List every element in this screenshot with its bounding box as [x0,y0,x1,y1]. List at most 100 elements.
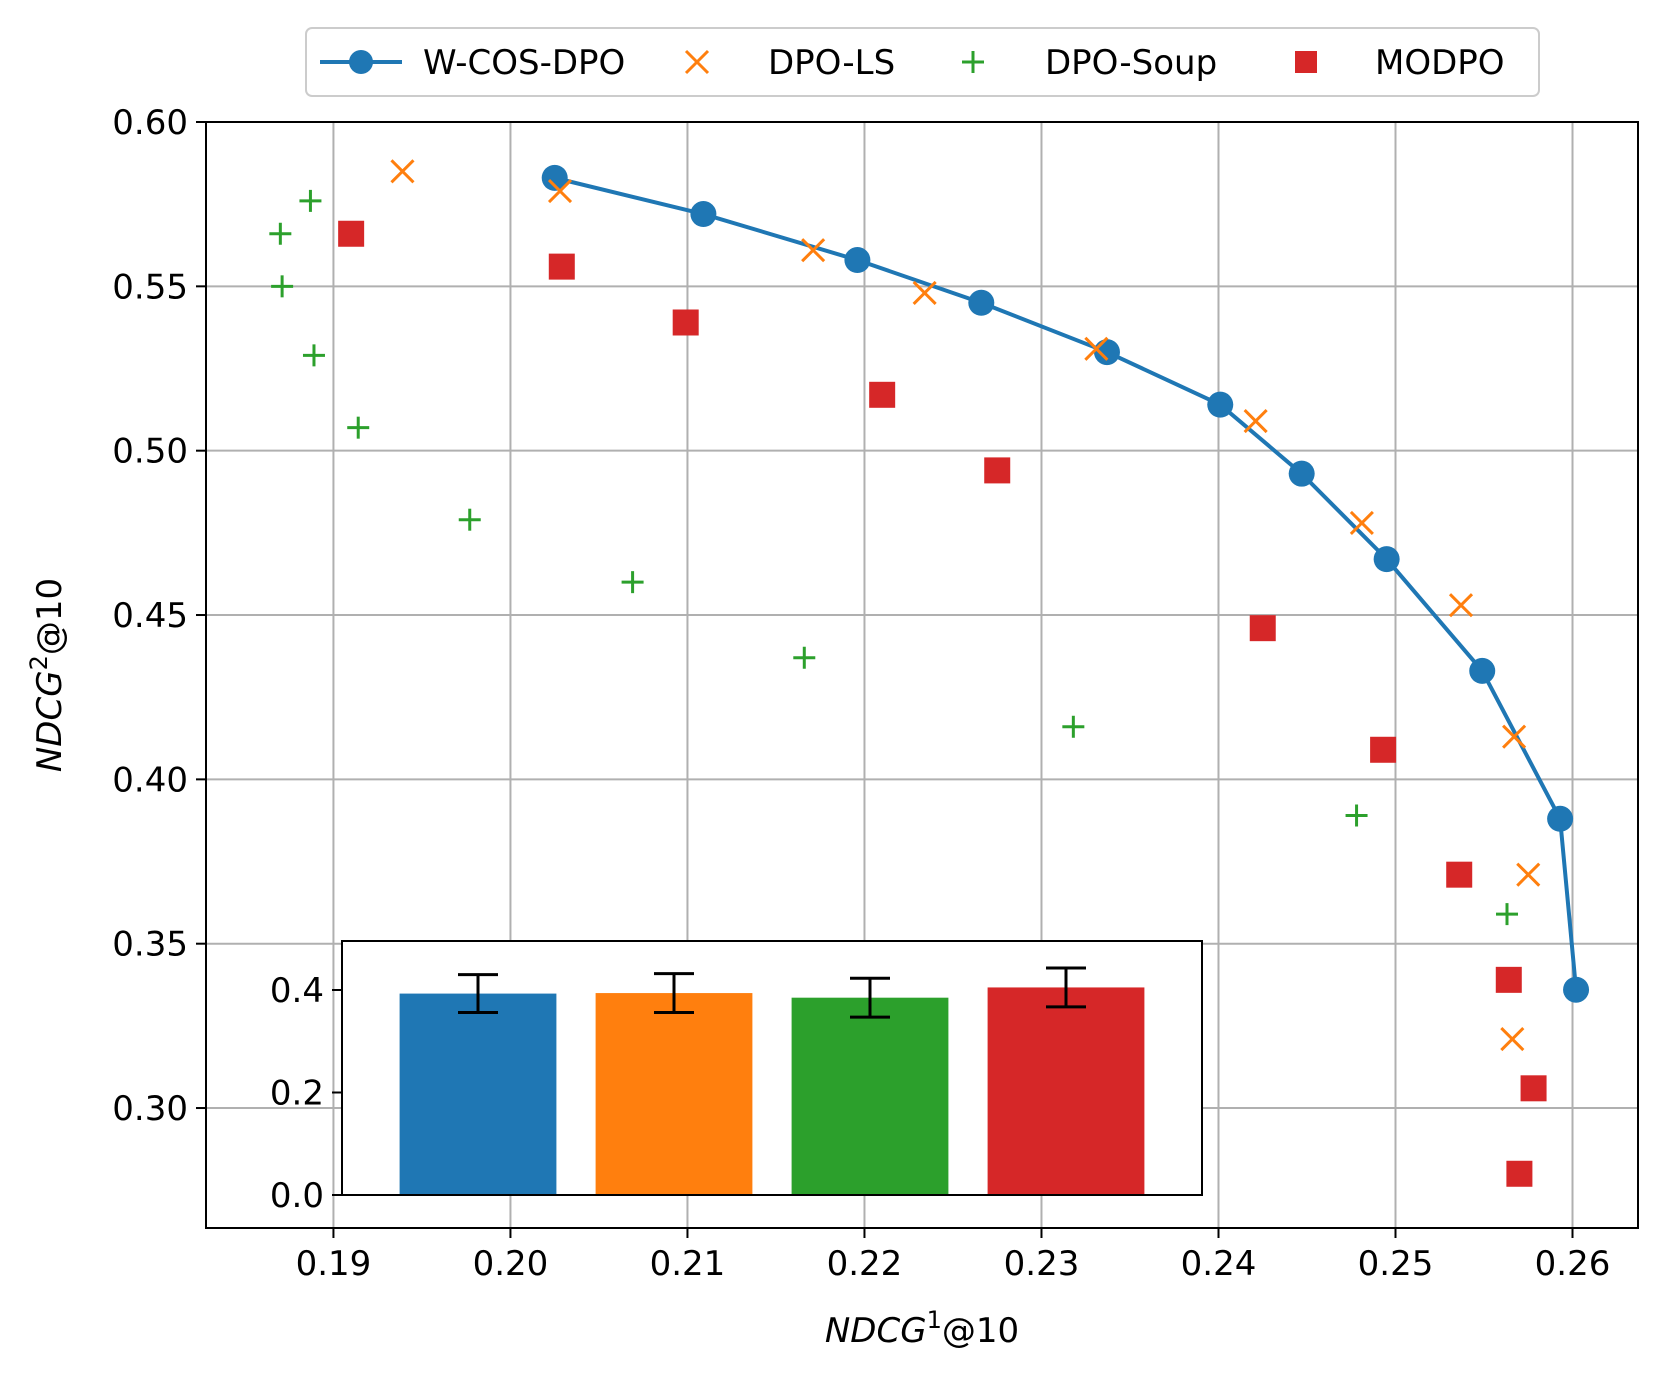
point-dpo-ls [1502,724,1527,749]
x-tick-label: 0.25 [1358,1244,1434,1284]
y-tick-label: 0.35 [112,925,188,965]
point-stroke [912,280,937,305]
x-tick-label: 0.26 [1535,1244,1611,1284]
main-plot-area [269,159,1590,1187]
point-modpo [1446,861,1473,888]
point-dpo-soup [621,571,644,594]
x-axis-label: NDCG1@10 [825,1306,1019,1351]
point-dpo-soup [299,189,322,212]
legend-marker-dpo-ls [684,49,710,75]
point-w-cos-dpo [541,164,568,191]
point-dpo-soup [1496,903,1519,926]
y-axis-label-suffix: @10 [30,578,70,655]
point-w-cos-dpo [844,247,871,274]
x-tick-label: 0.20 [473,1244,549,1284]
point-stroke [390,159,415,184]
inset-frame [341,940,1203,1196]
x-tick-label: 0.21 [650,1244,726,1284]
inset-bars [399,966,1145,1195]
point-modpo [672,309,699,336]
legend: W-COS-DPO DPO-LS DPO-Soup MODPO [305,27,1540,97]
point-w-cos-dpo [1207,391,1234,418]
legend-entry-dpo-soup: DPO-Soup [962,43,1217,83]
point-stroke [1243,409,1268,434]
point-w-cos-dpo [1547,805,1574,832]
inset-errorbar-dpo-ls [654,972,694,1015]
y-axis-label-superscript: 2 [25,655,53,670]
inset-bar-modpo [987,987,1145,1195]
y-axis-label: NDCG2@10 [25,578,70,772]
inset-errorbar-dpo-soup [850,976,890,1019]
point-w-cos-dpo [968,289,995,316]
point-dpo-soup [458,508,481,531]
main-x-axis: 0.19 0.20 0.21 0.22 0.23 0.24 0.25 0.26 [296,1228,1611,1284]
point-modpo [1370,736,1397,763]
x-axis-label-suffix: @10 [942,1311,1019,1351]
point-dpo-soup [1062,715,1085,738]
series-dpo-soup [269,189,1519,926]
point-stroke [1516,862,1541,887]
y-tick-label: 0.60 [112,103,188,143]
point-dpo-soup [1345,804,1368,827]
point-stroke [801,238,826,263]
legend-entry-modpo: MODPO [1295,43,1505,83]
inset-errorbar-modpo [1046,966,1086,1009]
legend-label-dpo-ls: DPO-LS [768,43,895,83]
point-w-cos-dpo [1469,657,1496,684]
point-modpo [1495,966,1522,993]
point-dpo-soup [271,275,294,298]
y-tick-label: 0.45 [112,596,188,636]
point-dpo-ls [801,238,826,263]
point-modpo [1506,1160,1533,1187]
inset-errorbar-w-cos-dpo [458,973,498,1015]
point-dpo-soup [302,344,325,367]
inset-bar-dpo-ls [595,993,753,1195]
x-tick-label: 0.19 [296,1244,372,1284]
point-stroke [1084,336,1109,361]
series-modpo [338,220,1547,1187]
y-axis-label-base: NDCG [30,670,70,772]
point-modpo [1249,615,1276,642]
inset-y-tick-label: 0.0 [270,1176,324,1216]
legend-entry-w-cos-dpo: W-COS-DPO [320,43,625,83]
x-axis-label-superscript: 1 [927,1306,942,1334]
y-tick-label: 0.55 [112,267,188,307]
point-stroke [1349,510,1374,536]
point-modpo [984,457,1011,484]
x-tick-label: 0.23 [1004,1244,1080,1284]
inset-bar-dpo-soup [791,997,949,1195]
legend-label-modpo: MODPO [1375,43,1505,83]
legend-frame [305,27,1540,97]
main-axes-frame [205,121,1639,1229]
inset-bar-chart: 0.0 0.2 0.4 [270,940,1203,1216]
point-dpo-ls [1243,409,1268,434]
point-dpo-ls [390,159,415,184]
point-modpo [548,253,575,280]
point-dpo-ls [912,280,937,305]
point-dpo-soup [347,416,370,439]
point-stroke [1502,724,1527,749]
legend-entry-dpo-ls: DPO-LS [684,43,895,83]
point-dpo-ls [1448,593,1474,618]
point-dpo-ls [1349,510,1374,536]
inset-y-tick-label: 0.2 [270,1074,324,1114]
point-stroke [547,178,573,204]
series-dpo-ls [390,159,1541,1052]
point-w-cos-dpo [1373,546,1400,573]
point-modpo [869,381,896,408]
inset-y-tick-label: 0.4 [270,971,324,1011]
main-y-axis: 0.30 0.35 0.40 0.45 0.50 0.55 0.60 [112,103,206,1129]
y-tick-label: 0.30 [112,1089,188,1129]
point-w-cos-dpo [1563,976,1590,1003]
x-axis-label-base: NDCG [825,1311,927,1351]
x-tick-label: 0.22 [827,1244,903,1284]
x-tick-label: 0.24 [1181,1244,1257,1284]
point-dpo-ls [1084,336,1109,361]
legend-marker-w-cos-dpo [349,50,373,74]
point-modpo [1520,1075,1547,1102]
point-stroke [1448,593,1474,618]
point-dpo-ls [1500,1026,1525,1052]
y-tick-label: 0.40 [112,760,188,800]
point-w-cos-dpo [1288,460,1315,487]
point-w-cos-dpo [690,201,717,228]
